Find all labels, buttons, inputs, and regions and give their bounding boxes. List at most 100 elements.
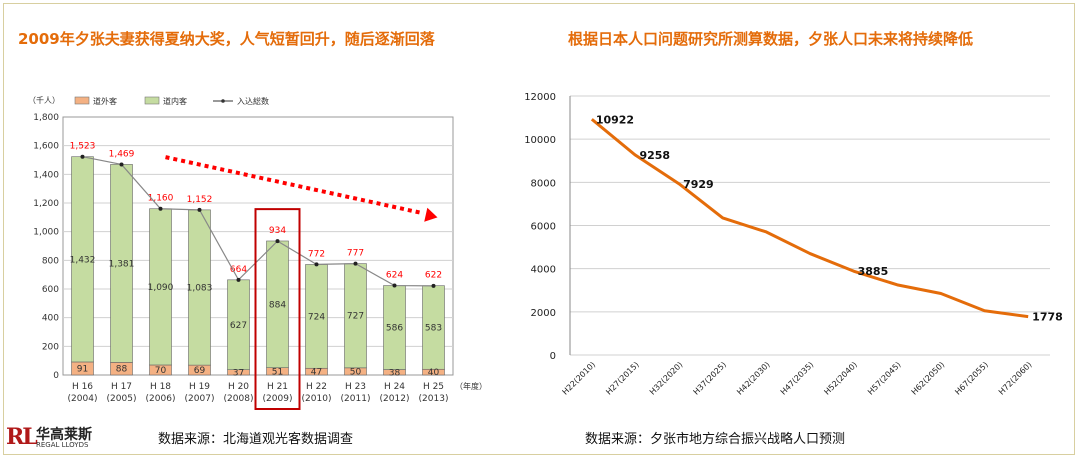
x-tick-sublabel: (2012) — [380, 394, 410, 404]
bar-value-label: 37 — [233, 368, 244, 378]
total-marker — [431, 283, 436, 288]
bar-value-label: 1,381 — [109, 259, 135, 269]
total-value-label: 664 — [230, 265, 247, 275]
legend-label: 入込総数 — [237, 96, 269, 106]
x-tick-label: H 21 — [267, 382, 288, 392]
bar-value-label: 50 — [350, 367, 362, 377]
data-label: 9258 — [639, 149, 670, 162]
x-tick-sublabel: (2011) — [341, 394, 371, 404]
legend-marker — [221, 99, 225, 103]
bar-value-label: 884 — [269, 300, 286, 310]
y-tick-label: 4000 — [531, 265, 556, 276]
visitor-bar-chart: 0 200 400 600 800 1,000 1,200 1,400 1,600 1,800 （千… — [28, 95, 487, 410]
x-tick-label: H62(2050) — [910, 360, 947, 397]
x-tick-sublabel: (2008) — [224, 394, 254, 404]
total-value-label: 622 — [425, 271, 442, 281]
total-marker — [197, 207, 202, 212]
x-tick-label: H 18 — [150, 382, 171, 392]
y-tick-label: 1,200 — [33, 199, 59, 209]
y-tick-label: 10000 — [524, 135, 556, 146]
x-tick-label: H 20 — [228, 382, 249, 392]
total-marker — [392, 283, 397, 288]
total-marker — [158, 206, 163, 211]
data-label: 10922 — [596, 113, 634, 126]
data-label: 3885 — [858, 265, 889, 278]
data-label: 7929 — [683, 178, 714, 191]
y-unit-label: （千人） — [28, 95, 60, 105]
bar-value-label: 88 — [116, 365, 128, 375]
legend-swatch — [74, 96, 90, 105]
x-tick-label: H52(2040) — [822, 360, 859, 397]
x-tick-sublabel: (2007) — [185, 394, 215, 404]
logo-english-name: REGAL LLOYDS — [36, 441, 89, 449]
total-marker — [236, 277, 241, 282]
total-value-label: 934 — [269, 226, 286, 236]
total-marker — [275, 239, 280, 244]
y-tick-label: 1,800 — [33, 113, 59, 123]
right-chart-title: 根据日本人口问题研究所测算数据，夕张人口未来将持续降低 — [568, 30, 974, 48]
y-tick-label: 12000 — [524, 92, 556, 103]
x-tick-label: H72(2060) — [997, 360, 1034, 397]
bar-value-label: 69 — [194, 366, 206, 376]
bar-value-label: 1,090 — [148, 283, 174, 293]
x-tick-sublabel: (2009) — [263, 394, 293, 404]
left-data-source: 数据来源：北海道观光客数据调查 — [158, 432, 354, 447]
bar-value-label: 1,083 — [187, 283, 213, 293]
legend-swatch — [144, 96, 160, 105]
y-tick-label: 200 — [42, 342, 59, 352]
data-label: 1778 — [1032, 311, 1063, 324]
x-tick-label: H37(2025) — [692, 360, 729, 397]
x-tick-label: H57(2045) — [866, 360, 903, 397]
x-tick-sublabel: (2004) — [68, 394, 98, 404]
logo-mark-icon: RL — [6, 424, 38, 450]
bar-value-label: 70 — [155, 366, 167, 376]
x-tick-label: H 22 — [306, 382, 327, 392]
bar-value-label: 1,432 — [70, 255, 96, 265]
y-tick-label: 2000 — [531, 308, 556, 319]
trend-arrow-head — [424, 207, 438, 222]
y-tick-label: 1,400 — [33, 170, 59, 180]
x-tick-label: H42(2030) — [735, 360, 772, 397]
x-tick-label: H 19 — [189, 382, 210, 392]
total-value-label: 1,152 — [187, 195, 213, 205]
x-tick-label: H 23 — [345, 382, 366, 392]
x-unit-label: （年度） — [455, 381, 487, 391]
bar-value-label: 724 — [308, 312, 325, 322]
bar-value-label: 47 — [311, 368, 322, 378]
left-chart-title: 2009年夕张夫妻获得夏纳大奖，人气短暂回升，随后逐渐回落 — [18, 30, 435, 48]
bar-value-label: 38 — [389, 368, 401, 378]
population-line — [590, 118, 1029, 319]
bar-value-label: 40 — [428, 368, 440, 378]
x-tick-label: H 25 — [423, 382, 444, 392]
total-value-label: 777 — [347, 249, 364, 259]
y-tick-label: 1,000 — [33, 228, 59, 238]
bar-value-label: 627 — [230, 321, 247, 331]
bar-value-label: 583 — [425, 323, 442, 333]
bar-value-label: 51 — [272, 367, 283, 377]
legend-label: 道内客 — [163, 96, 187, 106]
y-tick-label: 400 — [42, 314, 59, 324]
total-value-label: 624 — [386, 271, 403, 281]
x-tick-label: H 24 — [384, 382, 405, 392]
y-tick-label: 0 — [53, 371, 59, 381]
total-value-label: 772 — [308, 249, 325, 259]
total-marker — [119, 162, 124, 167]
y-tick-label: 8000 — [531, 178, 556, 189]
total-line — [82, 156, 434, 287]
x-tick-sublabel: (2010) — [302, 394, 332, 404]
right-data-source: 数据来源：夕张市地方综合振兴战略人口预测 — [585, 432, 846, 447]
total-value-label: 1,523 — [70, 142, 96, 152]
y-tick-label: 0 — [550, 351, 556, 362]
total-marker — [314, 262, 319, 267]
x-tick-label: H 16 — [72, 382, 93, 392]
x-tick-label: H67(2055) — [953, 360, 990, 397]
total-value-label: 1,160 — [148, 194, 174, 204]
x-tick-label: H47(2035) — [779, 360, 816, 397]
x-tick-sublabel: (2005) — [107, 394, 137, 404]
logo-chinese-name: 华高莱斯 — [36, 427, 92, 443]
highlight-box — [254, 208, 301, 410]
x-tick-sublabel: (2013) — [419, 394, 449, 404]
x-tick-label: H22(2010) — [561, 360, 598, 397]
legend-label: 道外客 — [93, 96, 117, 106]
y-tick-label: 1,600 — [33, 142, 59, 152]
